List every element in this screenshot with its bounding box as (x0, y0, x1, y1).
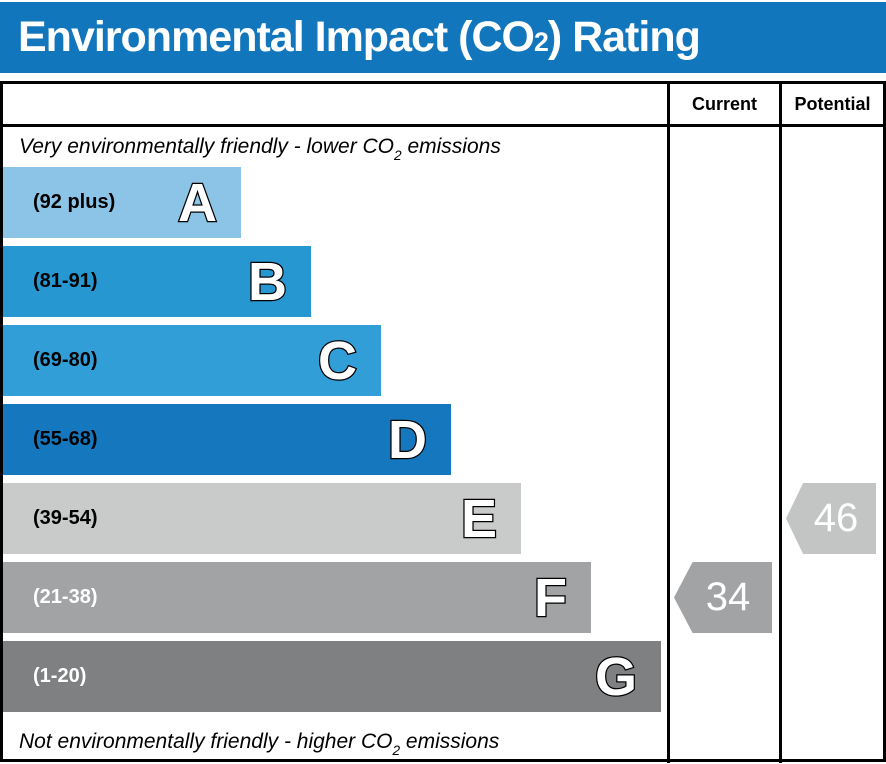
band-letter: C (317, 330, 359, 391)
bottom-note-suffix: emissions (400, 729, 500, 753)
bands-column: Very environmentally friendly - lower CO… (3, 127, 667, 763)
top-note: Very environmentally friendly - lower CO… (3, 127, 667, 167)
current-value: 34 (705, 575, 751, 619)
current-marker: 34 (674, 562, 772, 633)
band-row-C: (69-80) C (3, 325, 381, 396)
bottom-note-subscript: 2 (392, 742, 401, 758)
title-text-prefix: Environmental Impact (CO (18, 13, 535, 61)
band-row-G: (1-20) G (3, 641, 661, 712)
header-spacer-cell (3, 84, 667, 124)
potential-column: 46 (779, 127, 883, 763)
band-row-E: (39-54) E (3, 483, 521, 554)
band-row-B: (81-91) B (3, 246, 311, 317)
band-letter: E (460, 488, 499, 549)
potential-column-header: Potential (779, 84, 883, 124)
band-range-label: (39-54) (33, 507, 98, 529)
bottom-note: Not environmentally friendly - higher CO… (3, 720, 667, 763)
band-range-label: (21-38) (33, 586, 98, 608)
band-letter: G (594, 646, 639, 707)
potential-value: 46 (813, 496, 859, 540)
bands: (92 plus) A (81-91) B (69-80) C (55-68) D (39-54… (3, 167, 667, 720)
top-note-prefix: Very environmentally friendly - lower CO (19, 135, 395, 158)
potential-marker: 46 (786, 483, 876, 554)
top-note-suffix: emissions (401, 135, 501, 158)
band-row-A: (92 plus) A (3, 167, 241, 238)
band-range-label: (69-80) (33, 349, 98, 371)
band-range-label: (92 plus) (33, 191, 116, 213)
current-column-header: Current (667, 84, 779, 124)
band-letter: B (247, 251, 289, 312)
band-letter: F (533, 567, 569, 628)
rating-chart-table: Current Potential Very environmentally f… (0, 81, 886, 763)
chart-header-row: Current Potential (3, 84, 883, 127)
band-range-label: (55-68) (33, 428, 98, 450)
chart-body: Very environmentally friendly - lower CO… (3, 127, 883, 763)
band-range-label: (1-20) (33, 665, 87, 687)
bottom-note-prefix: Not environmentally friendly - higher CO (19, 729, 393, 753)
band-letter: D (387, 409, 429, 470)
band-row-F: (21-38) F (3, 562, 591, 633)
current-column: 34 (667, 127, 779, 763)
top-note-subscript: 2 (394, 148, 402, 164)
band-letter: A (177, 172, 219, 233)
band-row-D: (55-68) D (3, 404, 451, 475)
title-text-suffix: ) Rating (547, 13, 701, 61)
page-title: Environmental Impact (CO 2) Rating (0, 2, 886, 73)
band-range-label: (81-91) (33, 270, 98, 292)
